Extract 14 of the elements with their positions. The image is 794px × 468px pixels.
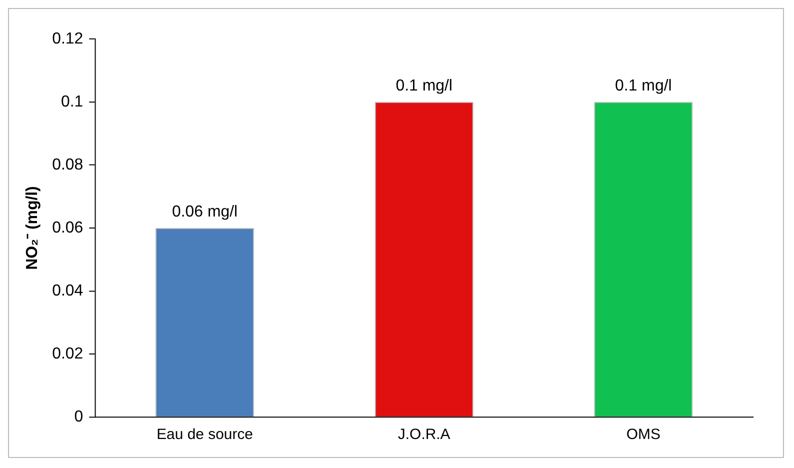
y-tick-label: 0.08 bbox=[52, 156, 84, 174]
x-tick-label: OMS bbox=[626, 426, 660, 444]
y-tick-label: 0.06 bbox=[52, 219, 84, 236]
y-tick-label: 0.1 bbox=[60, 93, 84, 110]
y-tick-label: 0.02 bbox=[52, 346, 84, 363]
y-tick-label: 0 bbox=[74, 408, 84, 426]
x-tick-label: Eau de source bbox=[156, 426, 253, 444]
y-tick-label: 0.12 bbox=[52, 30, 84, 48]
data-label: 0.1 mg/l bbox=[615, 77, 672, 94]
x-tick-label: J.O.R.A bbox=[398, 426, 450, 444]
y-axis-title: NO₂⁻ (mg/l) bbox=[24, 186, 41, 270]
data-label: 0.1 mg/l bbox=[396, 77, 452, 94]
data-label: 0.06 mg/l bbox=[172, 203, 238, 220]
y-tick-label: 0.04 bbox=[52, 282, 84, 300]
